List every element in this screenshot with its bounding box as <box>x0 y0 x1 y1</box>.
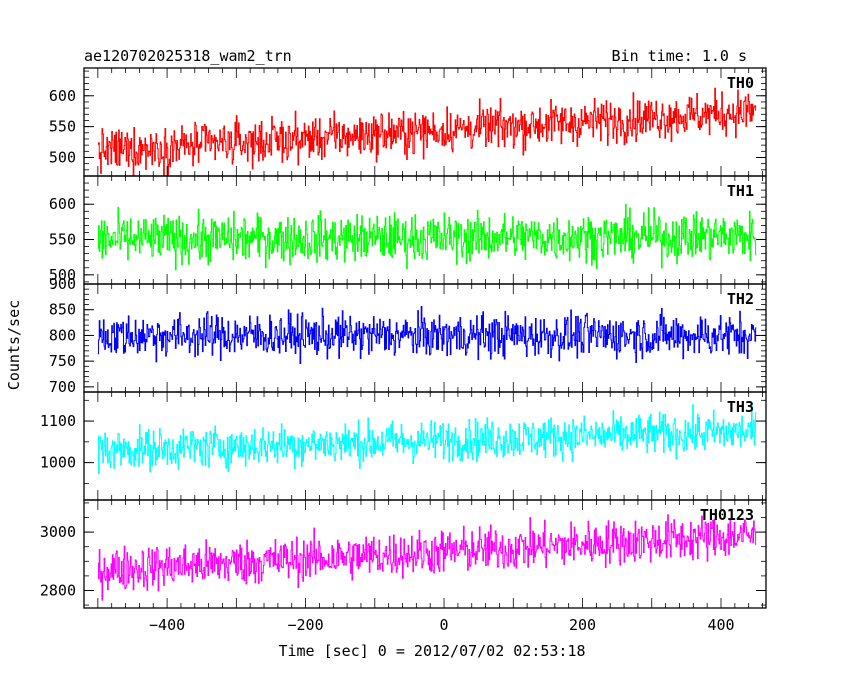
y-tick-label: 500 <box>49 266 76 284</box>
y-tick-label: 550 <box>49 118 76 136</box>
panel-label-th2: TH2 <box>727 290 754 308</box>
y-tick-label: 600 <box>49 87 76 105</box>
y-tick-label: 550 <box>49 231 76 249</box>
y-tick-label: 3000 <box>40 523 76 541</box>
y-tick-label: 750 <box>49 352 76 370</box>
y-axis-label: Counts/sec <box>5 300 23 390</box>
panel-frame-th0123 <box>83 499 767 609</box>
x-axis-label: Time [sec] 0 = 2012/07/02 02:53:18 <box>278 642 585 660</box>
x-tick-label: −200 <box>288 616 324 634</box>
series-th0 <box>97 87 757 176</box>
panel-label-th1: TH1 <box>727 182 754 200</box>
y-tick-label: 600 <box>49 195 76 213</box>
series-th2 <box>97 306 757 364</box>
x-tick-label: 200 <box>569 616 596 634</box>
y-tick-label: 1100 <box>40 412 76 430</box>
bin-time-label: Bin time: 1.0 s <box>612 47 747 65</box>
x-tick-label: 0 <box>440 616 449 634</box>
y-tick-label: 900 <box>49 275 76 293</box>
chart-title: ae120702025318_wam2_trn <box>84 47 292 65</box>
x-tick-label: 400 <box>707 616 734 634</box>
panels-group: 500 550 600 TH0 500 550 600 TH1 700 750 800 850 900 T… <box>40 67 767 634</box>
panel-label-th0123: TH0123 <box>700 506 754 524</box>
series-th3 <box>97 402 757 475</box>
y-tick-label: 500 <box>49 148 76 166</box>
y-tick-label: 1000 <box>40 454 76 472</box>
x-tick-label: −400 <box>149 616 185 634</box>
panel-label-th0: TH0 <box>727 74 754 92</box>
y-tick-label: 800 <box>49 326 76 344</box>
series-th1 <box>97 204 757 271</box>
y-tick-label: 700 <box>49 378 76 396</box>
y-tick-label: 2800 <box>40 581 76 599</box>
panel-label-th3: TH3 <box>727 398 754 416</box>
y-tick-label: 850 <box>49 301 76 319</box>
series-th0123 <box>97 514 757 601</box>
